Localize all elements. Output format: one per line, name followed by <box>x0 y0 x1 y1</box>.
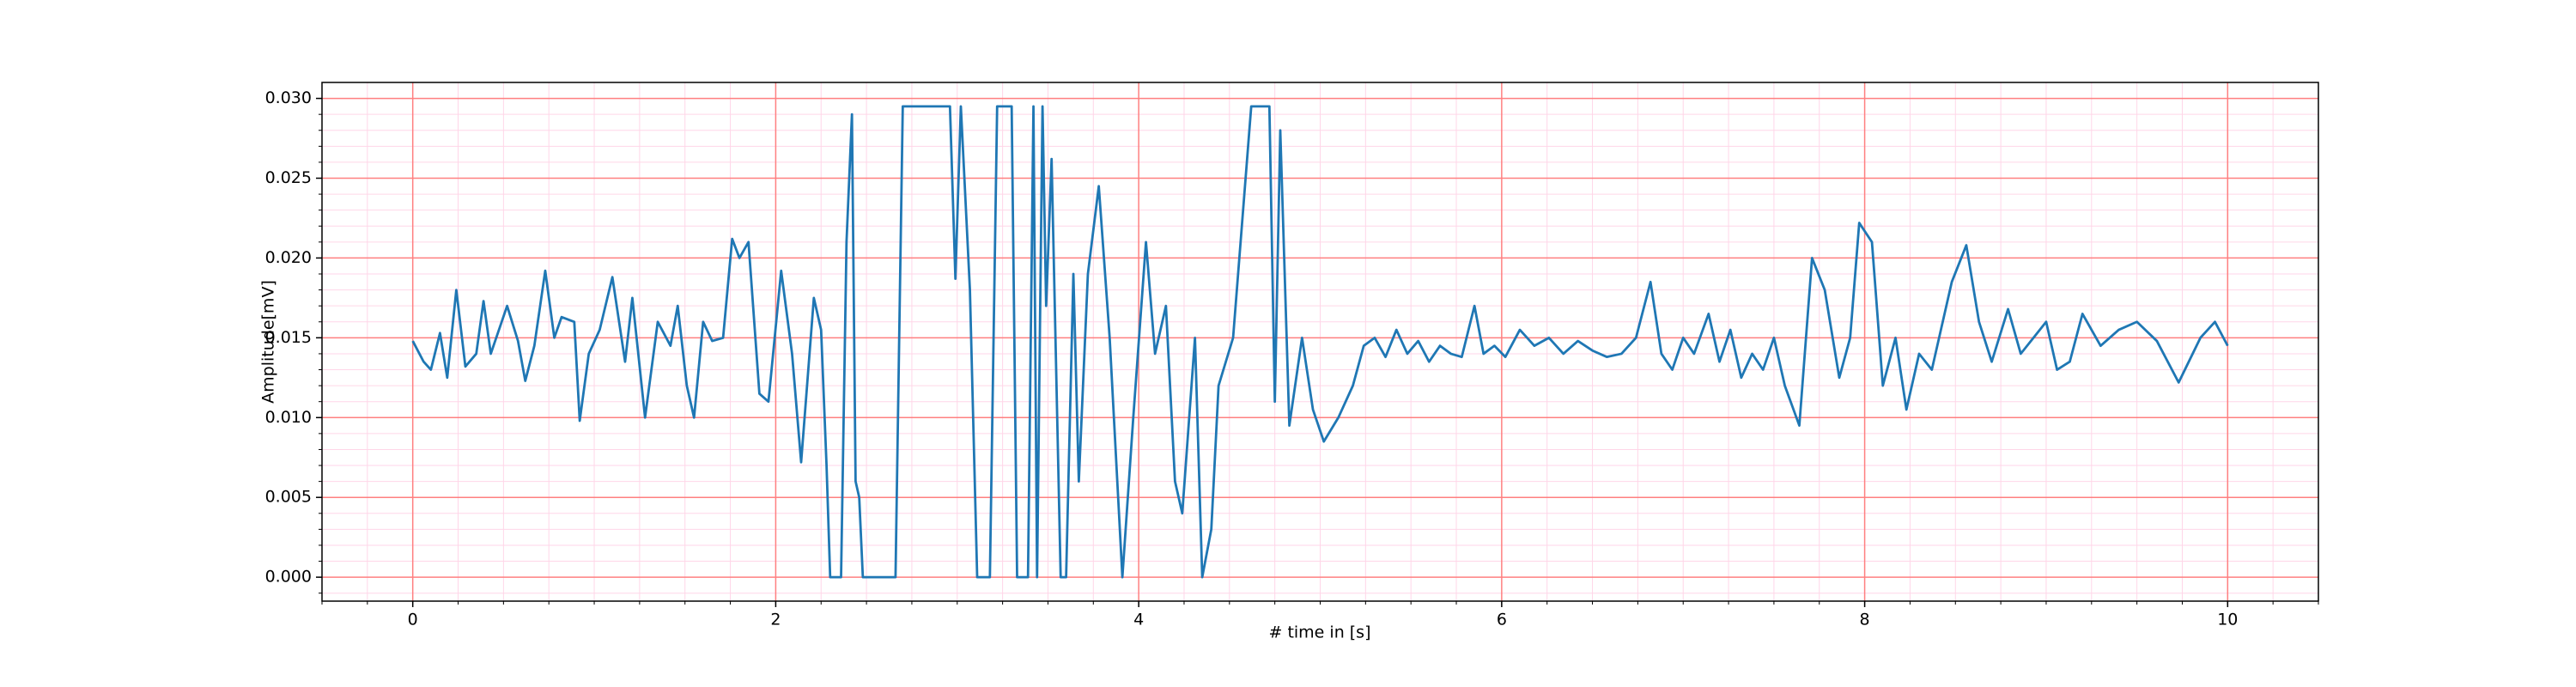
x-tick-label: 0 <box>408 611 418 629</box>
y-tick-label: 0.005 <box>265 488 312 507</box>
y-tick-label: 0.025 <box>265 168 312 187</box>
x-tick-label: 8 <box>1860 611 1870 629</box>
signal-line <box>411 105 2229 579</box>
y-axis-label: Amplitude[mV] <box>259 280 278 404</box>
y-tick-label: 0.000 <box>265 568 312 587</box>
y-tick-label: 0.020 <box>265 248 312 267</box>
y-tick-label: 0.010 <box>265 408 312 427</box>
x-axis-label: # time in [s] <box>1268 623 1370 642</box>
x-tick-label: 4 <box>1133 611 1144 629</box>
x-tick-label: 6 <box>1497 611 1507 629</box>
plot-frame <box>321 82 2319 602</box>
x-tick-label: 2 <box>770 611 781 629</box>
x-tick-label: 10 <box>2217 611 2238 629</box>
y-tick-label: 0.030 <box>265 88 312 107</box>
y-tick-label: 0.015 <box>265 328 312 347</box>
